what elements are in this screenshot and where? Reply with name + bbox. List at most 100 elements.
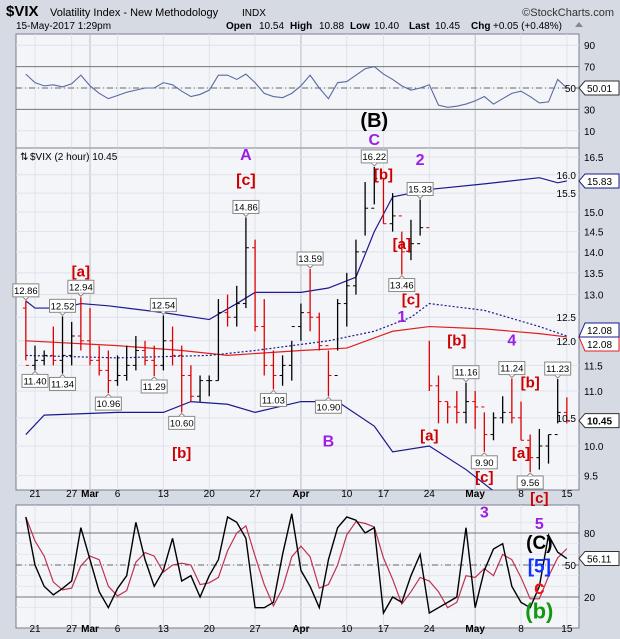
price-bar: [518, 401, 525, 441]
price-tick-label: 10.0: [584, 442, 604, 453]
price-tick-label: 12.5: [557, 313, 577, 324]
price-bar: [371, 166, 378, 209]
wave-label: [a]: [72, 264, 90, 281]
price-bar: [215, 299, 222, 382]
x-tick-label: Apr: [292, 489, 309, 500]
price-bar: [527, 434, 534, 472]
panel-rsi: [15, 33, 580, 149]
price-bar: [96, 345, 103, 376]
price-label-pointer: [59, 311, 66, 317]
wave-label: (b): [525, 599, 553, 624]
price-label: 12.86: [14, 286, 38, 297]
watermark: ©StockCharts.com: [522, 7, 614, 19]
stoch-tick-label: 20: [584, 593, 596, 604]
x-tick-label: 15: [561, 489, 573, 500]
wave-label: (C): [526, 533, 552, 554]
price-bar: [142, 340, 149, 366]
price-label: 10.60: [170, 418, 194, 429]
price-bar: [41, 350, 48, 366]
high-value: 10.88: [319, 21, 344, 32]
price-panel-title: $VIX (2 hour) 10.45: [30, 152, 118, 163]
value-tag-text: 10.45: [587, 417, 612, 428]
price-label-pointer: [306, 264, 314, 269]
x-tick-label: 27: [250, 624, 262, 635]
rsi-tick-label: 30: [584, 105, 596, 116]
x-tick-label: 10: [341, 624, 353, 635]
price-bar: [169, 326, 176, 366]
price-bar: [288, 326, 295, 381]
price-label: 16.22: [362, 152, 386, 163]
value-tag-box: [578, 322, 620, 338]
price-bar: [453, 391, 460, 424]
price-bar: [77, 297, 84, 351]
price-bar: [472, 391, 479, 429]
price-bar: [545, 434, 552, 464]
price-bar: [114, 355, 121, 386]
price-bar: [87, 308, 94, 366]
x-tick-label: 20: [204, 624, 216, 635]
low-value: 10.40: [374, 21, 399, 32]
wave-label: [c]: [236, 172, 256, 189]
price-label-pointer: [416, 195, 424, 200]
x-tick-label: 24: [424, 489, 436, 500]
wave-label: [b]: [447, 332, 466, 349]
wave-label: (B): [360, 110, 388, 132]
price-bar: [380, 177, 387, 225]
price-bar: [508, 378, 515, 424]
x-tick-label: Apr: [292, 624, 309, 635]
wave-label: 3: [480, 504, 489, 521]
price-bar: [444, 401, 451, 424]
last-value: 10.45: [435, 21, 460, 32]
panel-price: [15, 147, 580, 491]
price-bar: [490, 412, 497, 441]
lower-band-line: [25, 400, 494, 490]
x-tick-label: 27: [66, 624, 78, 635]
price-label: 11.03: [262, 395, 285, 406]
x-tick-label: 27: [66, 489, 78, 500]
price-label-pointer: [370, 162, 378, 167]
price-label: 14.86: [234, 202, 258, 213]
rsi-tick-label: 10: [584, 127, 596, 138]
price-bar: [197, 375, 204, 402]
rsi-tick-label: 90: [584, 41, 596, 52]
price-tick-label: 12.0: [557, 337, 577, 348]
price-bar: [178, 345, 185, 413]
price-label-pointer: [77, 292, 85, 297]
price-label-pointer: [480, 452, 488, 457]
price-bar: [325, 345, 332, 397]
value-tag-text: 56.11: [587, 554, 612, 565]
x-tick-label: Mar: [81, 624, 99, 635]
price-tick-label: 11.5: [584, 361, 603, 372]
wave-label: c: [534, 578, 545, 599]
wave-label: B: [323, 433, 335, 450]
price-bar: [426, 227, 433, 392]
x-tick-label: 17: [378, 489, 390, 500]
price-label-pointer: [398, 274, 406, 279]
value-tag: 15.83: [578, 173, 620, 189]
price-bar: [407, 219, 414, 261]
stoch-tick-label: 80: [584, 529, 596, 540]
price-tick-label: 15.5: [557, 189, 577, 200]
value-tag-text: 15.83: [587, 177, 612, 188]
price-bar: [316, 312, 323, 351]
sma-line: [25, 325, 567, 357]
price-bar: [362, 182, 369, 253]
price-tick-label: 16.5: [584, 153, 604, 164]
x-tick-label: 21: [29, 624, 41, 635]
price-tick-label: 11.0: [584, 387, 603, 398]
wave-label: [a]: [393, 236, 411, 253]
price-bar: [68, 321, 75, 366]
wave-label: [b]: [172, 445, 191, 462]
wave-label: C: [369, 132, 381, 149]
rsi-line: [25, 66, 568, 108]
stoch-tick-label: 50: [565, 561, 577, 572]
wave-label: 1: [397, 309, 406, 326]
x-tick-label: 13: [158, 489, 170, 500]
x-tick-label: 10: [341, 489, 353, 500]
datetime: 15-May-2017 1:29pm: [16, 21, 111, 32]
price-label: 9.56: [521, 478, 540, 489]
x-tick-label: 20: [204, 489, 216, 500]
price-bar: [307, 269, 314, 332]
price-bar: [187, 365, 194, 402]
price-bar: [252, 239, 259, 332]
